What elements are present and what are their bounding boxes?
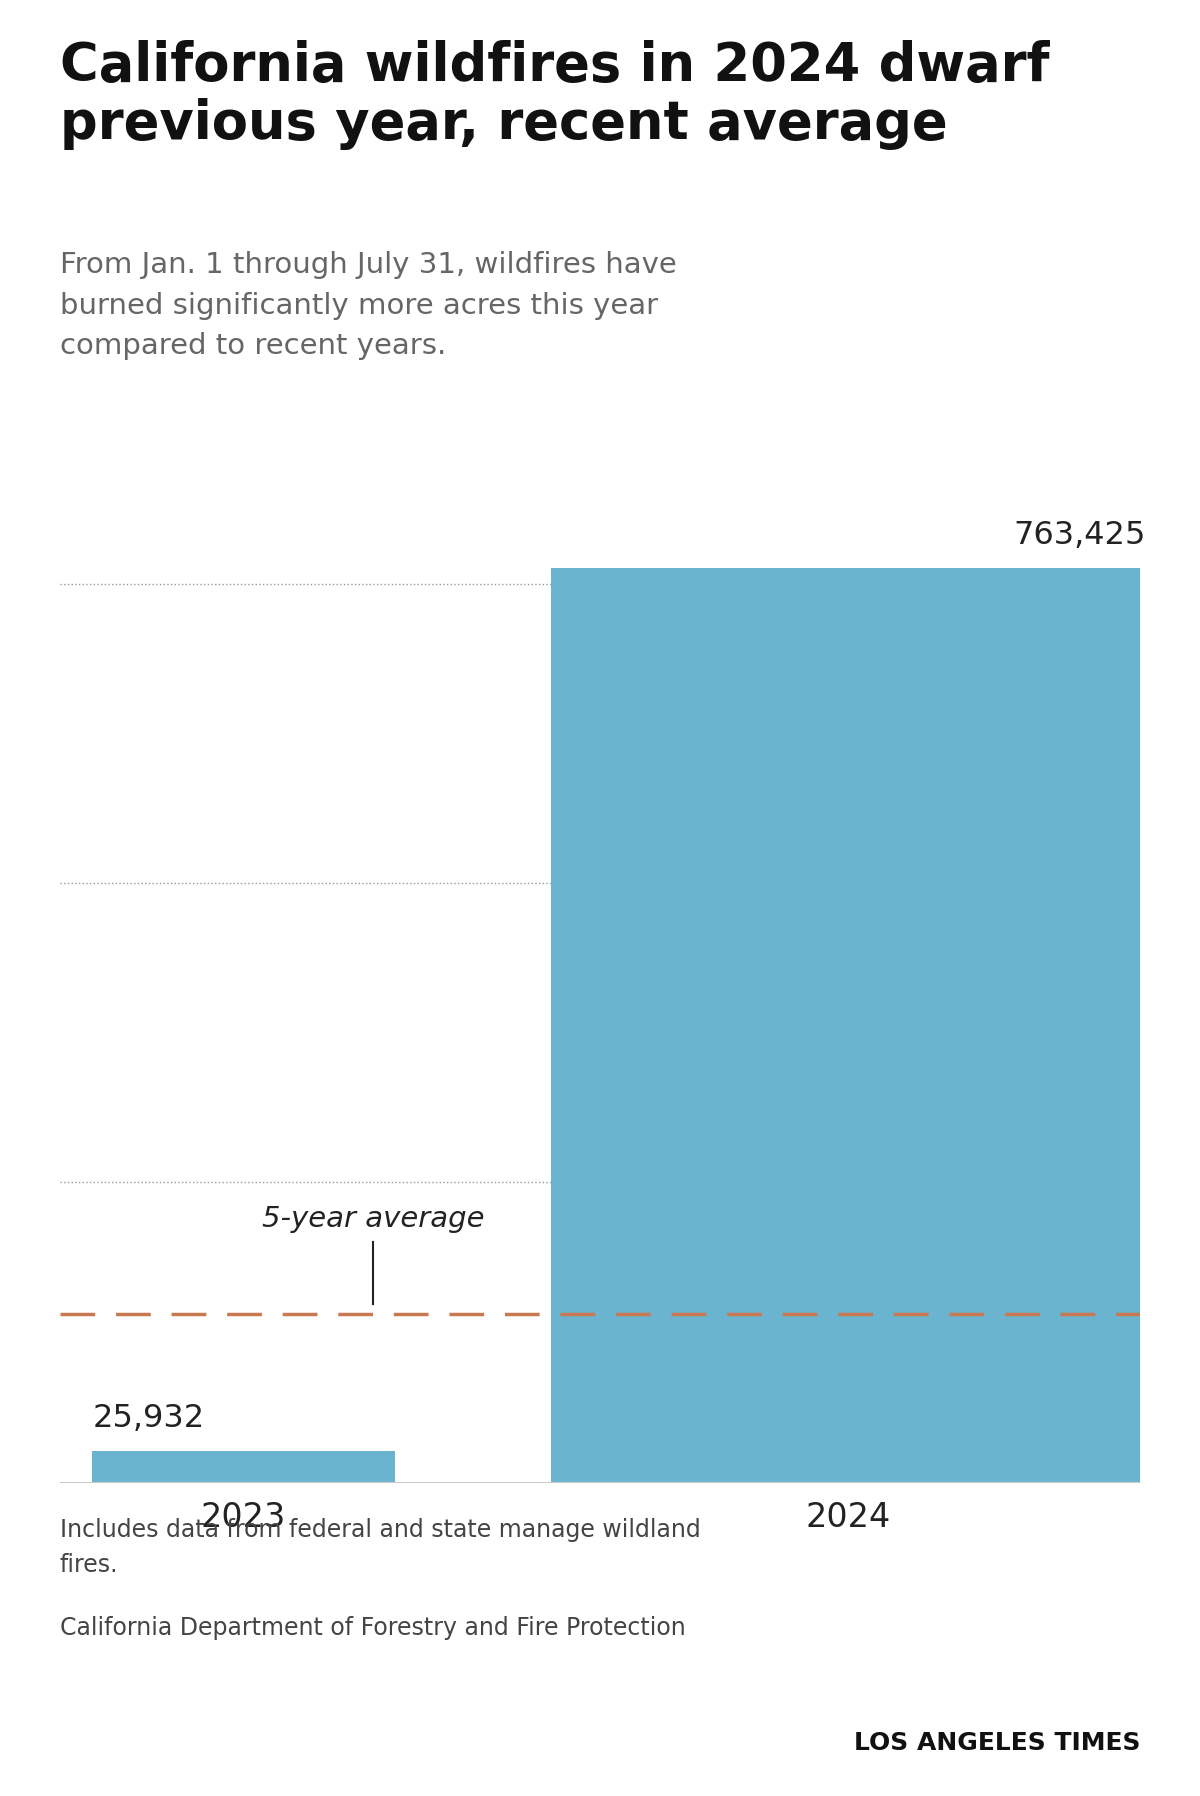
Bar xyxy=(552,568,1145,1482)
Text: California Department of Forestry and Fire Protection: California Department of Forestry and Fi… xyxy=(60,1616,685,1640)
Text: 5-year average: 5-year average xyxy=(262,1205,485,1232)
Text: California wildfires in 2024 dwarf
previous year, recent average: California wildfires in 2024 dwarf previ… xyxy=(60,40,1050,149)
Text: 763,425: 763,425 xyxy=(1013,519,1145,551)
Text: From Jan. 1 through July 31, wildfires have
burned significantly more acres this: From Jan. 1 through July 31, wildfires h… xyxy=(60,251,677,359)
Text: Includes data from federal and state manage wildland
fires.: Includes data from federal and state man… xyxy=(60,1518,701,1577)
Text: LOS ANGELES TIMES: LOS ANGELES TIMES xyxy=(853,1731,1140,1755)
Bar xyxy=(92,1451,395,1482)
Text: 25,932: 25,932 xyxy=(92,1403,205,1433)
